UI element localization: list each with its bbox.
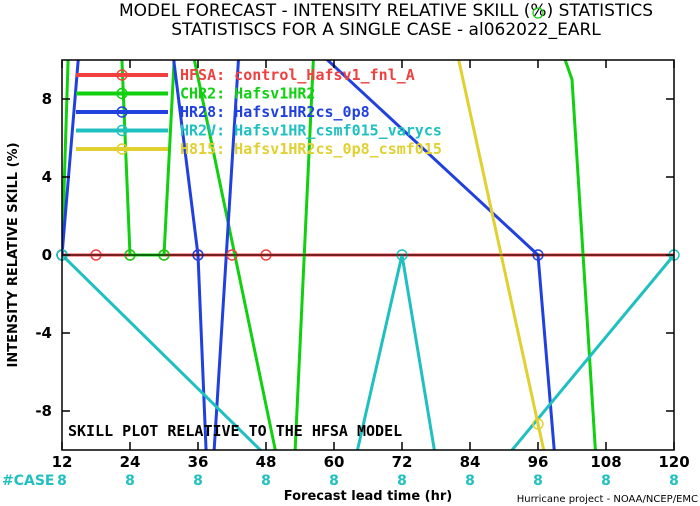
x-tick-label: 48 bbox=[256, 453, 277, 471]
legend-marker-chr2 bbox=[116, 87, 128, 100]
legend-label-hr28: HR28: Hafsv1HR2cs_0p8 bbox=[180, 103, 370, 121]
x-tick-label: 84 bbox=[460, 453, 481, 471]
series-marker-chr2 bbox=[532, 7, 544, 19]
case-count: 8 bbox=[329, 473, 339, 489]
case-count: 8 bbox=[125, 473, 135, 489]
case-count: 8 bbox=[533, 473, 543, 489]
y-tick-label: -8 bbox=[35, 402, 52, 420]
series-marker-h815 bbox=[532, 418, 544, 430]
x-tick-label: 108 bbox=[590, 453, 621, 471]
credit-text: Hurricane project - NOAA/NCEP/EMC bbox=[517, 494, 698, 505]
y-axis-label: INTENSITY RELATIVE SKILL (%) bbox=[6, 142, 21, 367]
legend-label-hr2v: HR2V: Hafsv1HR_csmf015_varycs bbox=[180, 122, 442, 140]
y-tick-label: 0 bbox=[42, 246, 52, 264]
series-line-h815 bbox=[457, 60, 546, 450]
x-tick-label: 36 bbox=[188, 453, 209, 471]
x-axis-label: Forecast lead time (hr) bbox=[284, 489, 452, 504]
legend-marker-h815 bbox=[116, 143, 128, 155]
legend-marker-hr2v bbox=[116, 124, 128, 137]
skill-note: SKILL PLOT RELATIVE TO THE HFSA MODEL bbox=[68, 422, 402, 440]
case-count: 8 bbox=[601, 473, 611, 489]
x-tick-label: 12 bbox=[52, 453, 73, 471]
case-label: #CASE bbox=[2, 473, 55, 489]
legend-label-h815: H815: Hafsv1HR2cs_0p8_csmf015 bbox=[180, 140, 442, 158]
case-count: 8 bbox=[261, 473, 271, 489]
legend-marker-hfsa bbox=[116, 69, 128, 81]
legend-label-chr2: CHR2: Hafsv1HR2 bbox=[180, 85, 315, 103]
case-counts: 8 8 8 8 8 8 8 8 8 8 bbox=[57, 473, 679, 489]
chart-subtitle: STATISTISCS FOR A SINGLE CASE - al062022… bbox=[171, 20, 601, 40]
x-tick-label: 24 bbox=[120, 453, 141, 471]
y-tick-label: 4 bbox=[42, 168, 52, 186]
x-tick-label: 60 bbox=[324, 453, 345, 471]
case-count: 8 bbox=[57, 473, 67, 489]
y-tick-label: -4 bbox=[35, 324, 52, 342]
case-count: 8 bbox=[193, 473, 203, 489]
series-line-hr2v bbox=[62, 253, 674, 450]
case-count: 8 bbox=[397, 473, 407, 489]
y-tick-label: 8 bbox=[42, 90, 52, 108]
x-tick-label: 120 bbox=[658, 453, 689, 471]
chart-title: MODEL FORECAST - INTENSITY RELATIVE SKIL… bbox=[119, 1, 653, 21]
legend-label-hfsa: HFSA: control_Hafsv1_fnl_A bbox=[180, 66, 415, 84]
x-tick-label: 72 bbox=[392, 453, 413, 471]
case-count: 8 bbox=[669, 473, 679, 489]
legend-marker-hr28 bbox=[116, 106, 128, 118]
case-count: 8 bbox=[465, 473, 475, 489]
x-tick-label: 96 bbox=[528, 453, 549, 471]
series-line-hr28 bbox=[62, 60, 556, 450]
